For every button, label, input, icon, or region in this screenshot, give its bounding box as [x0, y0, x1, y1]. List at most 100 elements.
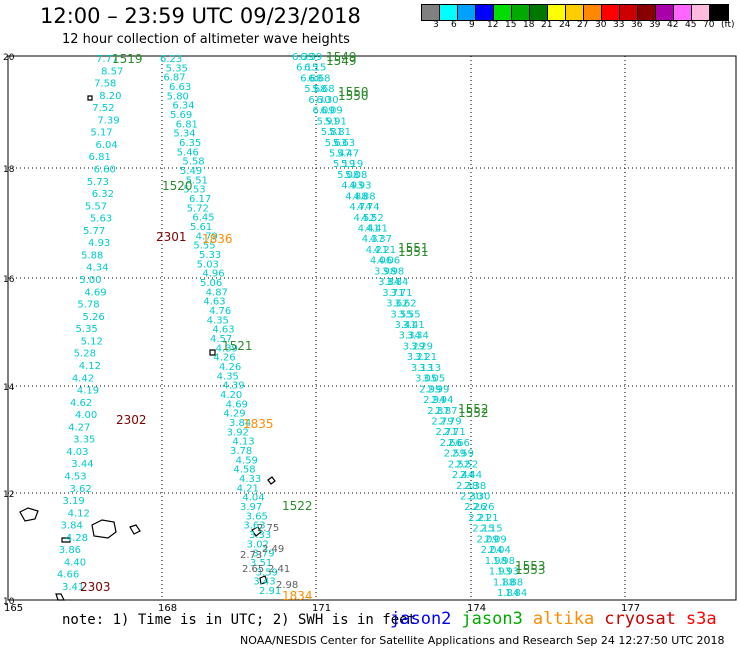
swh-value: 6.35	[179, 138, 201, 149]
swh-value: 2.87	[435, 406, 457, 417]
swh-value: 4.03	[66, 447, 88, 458]
swh-value: 3.97	[240, 502, 262, 513]
colorbar-label: 36	[631, 20, 643, 30]
swh-value: 4.34	[86, 263, 108, 274]
swh-value: 4.76	[209, 306, 231, 317]
colorbar-label: 30	[595, 20, 607, 30]
colorbar-label: 70	[703, 20, 715, 30]
swh-value: 4.74	[357, 202, 379, 213]
island-outline	[209, 349, 216, 356]
colorbar-label: 42	[667, 20, 679, 30]
swh-value: 3.98	[382, 266, 404, 277]
swh-value: 1.98	[485, 556, 507, 567]
swh-value: 2.99	[419, 384, 441, 395]
swh-value: 2.21	[476, 513, 498, 524]
swh-value: 5.00	[79, 275, 101, 286]
colorbar-labels: 3 6 9 12 15 18 21 24 27 30 33 36 39 42 45 70 (ft)	[421, 20, 740, 34]
swh-value: 1.98	[493, 556, 515, 567]
swh-value: 4.63	[212, 325, 234, 336]
swh-value: 4.88	[353, 191, 375, 202]
colorbar-label: 15	[505, 20, 517, 30]
colorbar-label: 24	[559, 20, 571, 30]
swh-value: 4.96	[202, 269, 224, 280]
swh-value: 6.09	[321, 106, 343, 117]
swh-value: 2.52	[456, 459, 478, 470]
swh-value: 4.62	[70, 398, 92, 409]
swh-value: 3.84	[229, 418, 251, 429]
colorbar-label: 39	[649, 20, 661, 30]
swh-value: 3.41	[403, 320, 425, 331]
lat-label: 14	[3, 383, 15, 393]
colorbar-label: 33	[613, 20, 625, 30]
swh-value: 4.41	[358, 224, 380, 235]
swh-value: 3.19	[63, 496, 85, 507]
swh-value: 5.49	[180, 166, 202, 177]
pass-time-label: 2301	[156, 230, 187, 244]
swh-value: 5.63	[325, 138, 347, 149]
swh-value: 3.55	[390, 309, 412, 320]
swh-value: 2.09	[485, 534, 507, 545]
swh-value: 2.94	[431, 395, 453, 406]
swh-value: 2.94	[423, 395, 445, 406]
swh-value: 4.20	[220, 390, 242, 401]
swh-value: 4.59	[236, 455, 258, 466]
swh-value: 2.91	[259, 586, 281, 597]
swh-value: 5.91	[317, 116, 339, 127]
swh-value: 6.32	[92, 189, 114, 200]
swh-value: 5.77	[83, 226, 105, 237]
swh-value: 5.08	[337, 170, 359, 181]
swh-value: 3.55	[398, 309, 420, 320]
swh-value: 3.71	[382, 288, 404, 299]
swh-value: 1.93	[489, 567, 511, 578]
swh-value: 6.30	[316, 95, 338, 106]
lat-label: 10	[3, 597, 15, 607]
swh-value: 2.66	[448, 438, 470, 449]
swh-value: 4.21	[366, 245, 388, 256]
swh-value: 2.75	[257, 523, 279, 534]
swh-value: 2.71	[444, 427, 466, 438]
swh-value: 2.49	[262, 544, 284, 555]
swh-value: 5.12	[81, 336, 103, 347]
colorbar-swatch	[710, 5, 728, 20]
swh-value: 2.04	[489, 545, 511, 556]
pass-time-label: 1550	[338, 85, 369, 99]
colorbar-label: 27	[577, 20, 589, 30]
colorbar-swatch	[602, 5, 620, 20]
swh-value: 6.15	[296, 63, 318, 74]
swh-value: 3.34	[407, 331, 429, 342]
pass-time-label: 2302	[116, 413, 147, 427]
swh-value: 6.23	[160, 54, 182, 65]
swh-value: 3.78	[230, 446, 252, 457]
swh-value: 5.08	[345, 170, 367, 181]
swh-value: 3.71	[390, 288, 412, 299]
colorbar-label: 9	[469, 20, 475, 30]
swh-value: 2.41	[268, 564, 290, 575]
colorbar-label: 3	[433, 20, 439, 30]
swh-value: 6.45	[192, 213, 214, 224]
swh-value: 3.34	[399, 331, 421, 342]
pass-time-label: 1551	[398, 241, 429, 255]
swh-value: 2.04	[481, 545, 503, 556]
swh-value: 3.43	[253, 577, 275, 588]
swh-value: 3.98	[374, 266, 396, 277]
lon-label: 165	[4, 603, 23, 614]
swh-value: 4.87	[206, 287, 228, 298]
satellite-legend: jason2 jason3 altika cryosat s3a	[390, 609, 727, 629]
swh-value: 6.81	[89, 152, 111, 163]
colorbar-label: 6	[451, 20, 457, 30]
island-outline	[129, 524, 141, 535]
swh-value: 2.38	[464, 481, 486, 492]
pass-time-label: 1521	[222, 339, 253, 353]
swh-value: 2.79	[439, 416, 461, 427]
colorbar-swatch	[458, 5, 476, 20]
swh-value: 5.51	[186, 175, 208, 186]
swh-value: 5.28	[74, 349, 96, 360]
swh-value: 3.62	[394, 299, 416, 310]
colorbar-swatch	[674, 5, 692, 20]
lon-label: 171	[312, 603, 331, 614]
island-outline	[91, 519, 117, 539]
swh-value: 4.69	[226, 399, 248, 410]
swh-value: 2.15	[480, 524, 502, 535]
swh-value: 5.47	[329, 148, 351, 159]
